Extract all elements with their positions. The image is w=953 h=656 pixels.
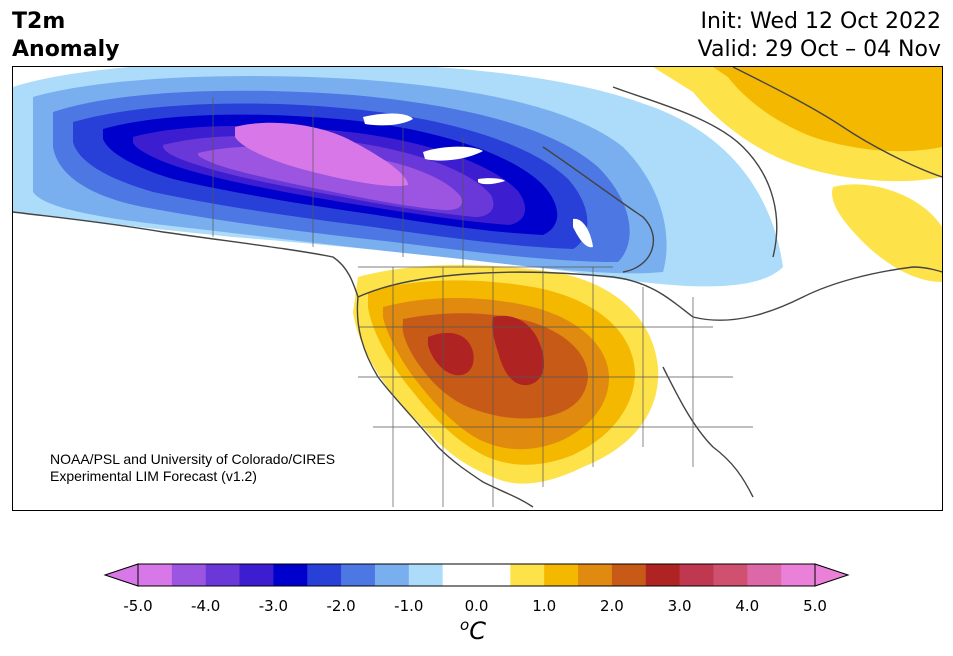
lakes: [363, 113, 593, 248]
colorbar-cell: [408, 564, 444, 586]
warm-anomaly-northeast: [653, 67, 942, 282]
colorbar-cell: [273, 564, 308, 586]
colorbar-cell: [611, 564, 647, 586]
credit-line1: NOAA/PSL and University of Colorado/CIRE…: [50, 451, 335, 467]
coastlines: [13, 67, 942, 508]
colorbar-cell: [239, 564, 274, 586]
colorbar-cell: [510, 564, 545, 586]
date-info: Init: Wed 12 Oct 2022 Valid: 29 Oct – 04…: [698, 8, 941, 64]
colorbar-cell: [679, 564, 714, 586]
colorbar-cell: [747, 564, 782, 586]
colorbar-cell: [645, 564, 681, 586]
colorbar-tick-label: -5.0: [123, 597, 152, 615]
colorbar-unit: oC: [460, 616, 486, 645]
colorbar-tick-label: 4.0: [735, 597, 759, 615]
degree-symbol: o: [460, 616, 470, 634]
colorbar-tick-label: 3.0: [668, 597, 692, 615]
colorbar-cell: [578, 564, 613, 586]
anomaly-map: NOAA/PSL and University of Colorado/CIRE…: [12, 66, 943, 511]
colorbar-cell: [544, 564, 579, 586]
colorbar-tick-label: 5.0: [803, 597, 827, 615]
colorbar-high-extend: [814, 563, 850, 587]
variable-title: T2m Anomaly: [12, 8, 119, 64]
colorbar-tick-label: -2.0: [326, 597, 355, 615]
valid-date: Valid: 29 Oct – 04 Nov: [697, 37, 941, 62]
cold-anomaly-shading: [13, 67, 783, 287]
colorbar-cell: [307, 564, 342, 586]
colorbar-cell: [171, 564, 207, 586]
colorbar-cell: [781, 564, 816, 586]
colorbar-border: [137, 563, 816, 587]
colorbar-ticks: -5.0 -4.0 -3.0 -2.0 -1.0 0.0 1.0 2.0 3.0 4.0 5.0: [123, 597, 827, 615]
colorbar-cell: [205, 564, 241, 586]
colorbar-low-extend: [103, 563, 139, 587]
colorbar-cell: [713, 564, 748, 586]
variable-title-line2: Anomaly: [12, 37, 120, 62]
colorbar-cell: [341, 564, 376, 586]
colorbar-tick-label: -3.0: [259, 597, 288, 615]
colorbar-cell: [476, 564, 511, 586]
unit-letter: C: [469, 617, 486, 645]
credit-line2: Experimental LIM Forecast (v1.2): [50, 468, 257, 484]
colorbar-cell: [138, 564, 173, 586]
colorbar-tick-label: 2.0: [600, 597, 624, 615]
colorbar-tick-label: 0.0: [465, 597, 489, 615]
state-borders: [212, 97, 753, 507]
colorbar: -5.0 -4.0 -3.0 -2.0 -1.0 0.0 1.0 2.0 3.0 4.0 5.0: [103, 563, 850, 615]
colorbar-tick-label: 1.0: [532, 597, 556, 615]
init-date: Init: Wed 12 Oct 2022: [700, 9, 941, 34]
variable-title-line1: T2m: [12, 9, 66, 34]
warm-anomaly-southwest: [353, 265, 659, 484]
map-graphic: NOAA/PSL and University of Colorado/CIRE…: [13, 67, 942, 508]
colorbar-tick-label: -4.0: [191, 597, 220, 615]
colorbar-cell: [374, 564, 410, 586]
colorbar-cell: [442, 564, 477, 586]
colorbar-cells: [138, 564, 816, 586]
colorbar-tick-label: -1.0: [394, 597, 423, 615]
